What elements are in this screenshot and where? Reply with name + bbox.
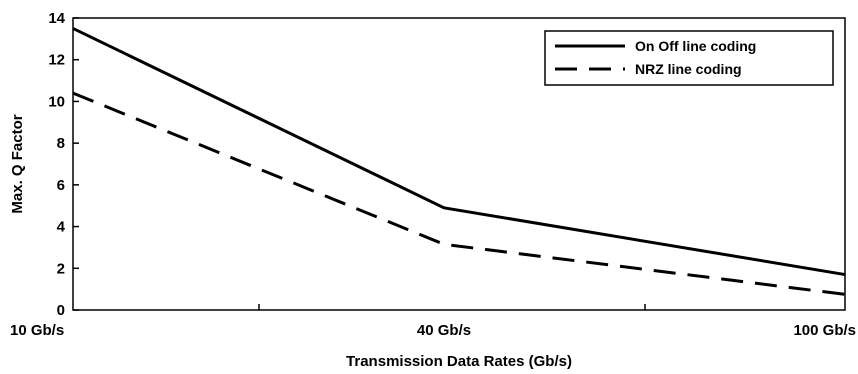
legend-label-0: On Off line coding bbox=[635, 38, 756, 54]
legend-label-1: NRZ line coding bbox=[635, 61, 742, 77]
x-axis-ticks: 10 Gb/s 40 Gb/s 100 Gb/s bbox=[10, 304, 856, 339]
series-line-1 bbox=[72, 91, 846, 296]
y-tick-label: 8 bbox=[57, 135, 65, 152]
y-tick-label: 10 bbox=[48, 93, 65, 110]
y-tick-label: 14 bbox=[48, 10, 65, 27]
x-tick-label: 10 Gb/s bbox=[10, 322, 64, 339]
x-tick-label: 100 Gb/s bbox=[793, 322, 856, 339]
legend-box bbox=[544, 30, 834, 86]
y-tick-label: 4 bbox=[57, 219, 66, 236]
y-tick-label: 6 bbox=[57, 177, 65, 194]
legend: On Off line coding NRZ line coding bbox=[544, 30, 834, 86]
series-line-0 bbox=[72, 27, 846, 277]
x-tick-label: 40 Gb/s bbox=[417, 322, 471, 339]
x-axis-title: Transmission Data Rates (Gb/s) bbox=[346, 353, 572, 370]
y-axis-title: Max. Q Factor bbox=[9, 114, 26, 213]
y-tick-label: 12 bbox=[48, 52, 65, 69]
series-layer bbox=[72, 27, 846, 296]
y-axis-ticks: 0 2 4 6 8 10 12 14 bbox=[48, 10, 79, 319]
y-tick-label: 2 bbox=[57, 260, 65, 277]
y-tick-label: 0 bbox=[57, 302, 65, 319]
plot-area bbox=[72, 17, 846, 311]
